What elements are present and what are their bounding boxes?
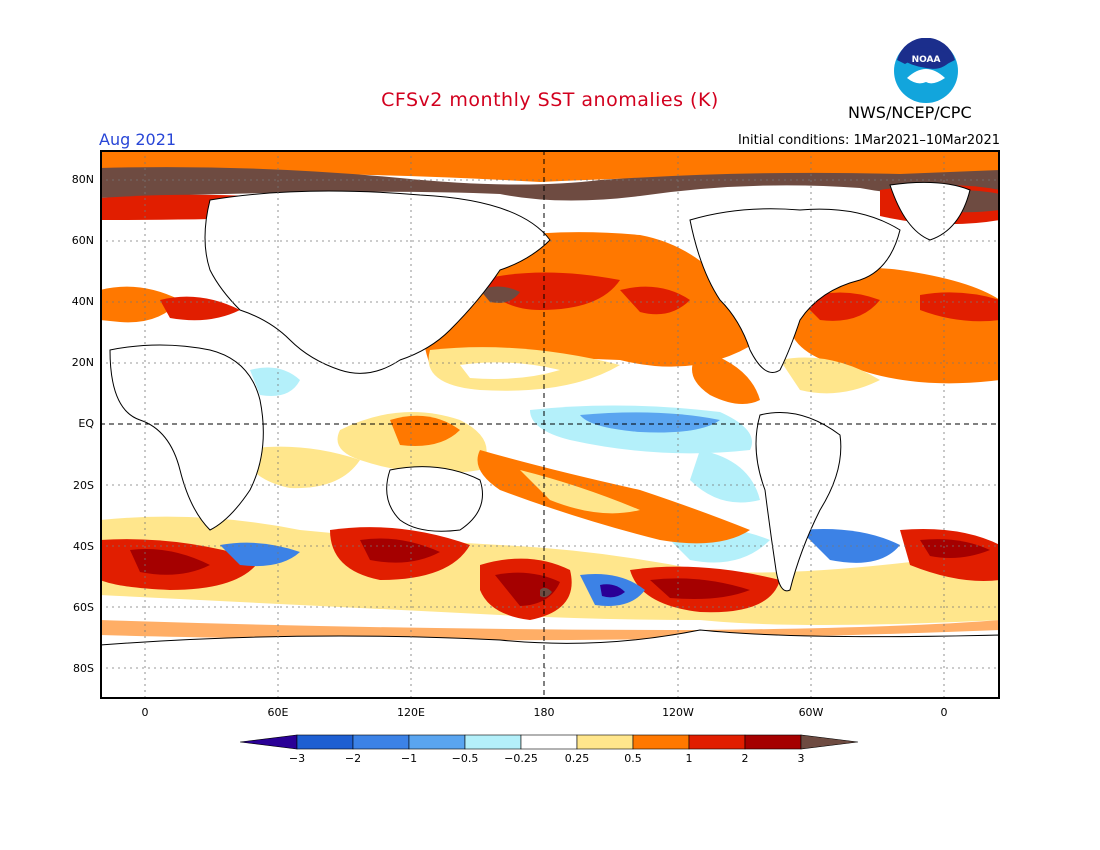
lat-label: EQ bbox=[78, 417, 94, 430]
colorbar-tick-label: −3 bbox=[288, 752, 306, 765]
lon-label: 120E bbox=[397, 706, 425, 719]
sst-anomaly-map bbox=[100, 150, 1000, 699]
lat-label: 20N bbox=[71, 356, 94, 369]
logo-text: NOAA bbox=[912, 55, 941, 65]
lon-label: 60W bbox=[798, 706, 824, 719]
north-pacific-warm bbox=[422, 232, 760, 404]
lon-label: 120W bbox=[662, 706, 694, 719]
lon-label: 60E bbox=[267, 706, 289, 719]
colorbar-segment bbox=[520, 734, 578, 750]
valid-month-label: Aug 2021 bbox=[99, 130, 177, 149]
continents bbox=[100, 181, 1000, 699]
colorbar-segment bbox=[688, 734, 746, 750]
colorbar-tick-label: 0.25 bbox=[564, 752, 590, 765]
equatorial-pacific-cool bbox=[530, 405, 770, 563]
colorbar-segment bbox=[240, 734, 298, 750]
title-text: CFSv2 monthly SST anomalies (K) bbox=[381, 89, 719, 111]
colorbar-segment bbox=[576, 734, 634, 750]
lat-label: 60S bbox=[73, 601, 94, 614]
colorbar-segment bbox=[744, 734, 802, 750]
initial-conditions-label: Initial conditions: 1Mar2021–10Mar2021 bbox=[737, 133, 1000, 148]
colorbar-tick-label: −1 bbox=[400, 752, 418, 765]
colorbar-segment bbox=[408, 734, 466, 750]
lon-label: 180 bbox=[533, 706, 555, 719]
colorbar-segment bbox=[800, 734, 859, 750]
noaa-logo: NOAA bbox=[894, 38, 958, 103]
colorbar-tick-label: −2 bbox=[344, 752, 362, 765]
western-pacific-warm bbox=[337, 412, 750, 544]
colorbar-tick-label: 0.5 bbox=[624, 752, 642, 765]
colorbar-tick-label: 1 bbox=[685, 752, 693, 765]
colorbar-tick-label: −0.5 bbox=[451, 752, 479, 765]
lat-label: 20S bbox=[73, 479, 94, 492]
lon-label: 0 bbox=[940, 706, 948, 719]
lat-label: 40S bbox=[73, 540, 94, 553]
colorbar-tick-label: 3 bbox=[797, 752, 805, 765]
colorbar-tick-label: −0.25 bbox=[504, 752, 538, 765]
colorbar-segment bbox=[632, 734, 690, 750]
colorbar-tick-label: 2 bbox=[741, 752, 749, 765]
lat-label: 80S bbox=[73, 662, 94, 675]
lat-label: 40N bbox=[71, 295, 94, 308]
lat-label: 60N bbox=[71, 234, 94, 247]
colorbar-segment bbox=[352, 734, 410, 750]
colorbar-segment bbox=[464, 734, 522, 750]
grid-lines bbox=[100, 150, 1000, 699]
lat-label: 80N bbox=[71, 173, 94, 186]
colorbar-segment bbox=[296, 734, 354, 750]
reference-lines bbox=[100, 150, 1000, 699]
lon-label: 0 bbox=[141, 706, 149, 719]
colorbar bbox=[240, 734, 859, 750]
map-title: CFSv2 monthly SST anomalies (K) bbox=[0, 89, 1100, 111]
map-frame bbox=[100, 150, 1000, 699]
organization-label: NWS/NCEP/CPC bbox=[848, 103, 972, 122]
